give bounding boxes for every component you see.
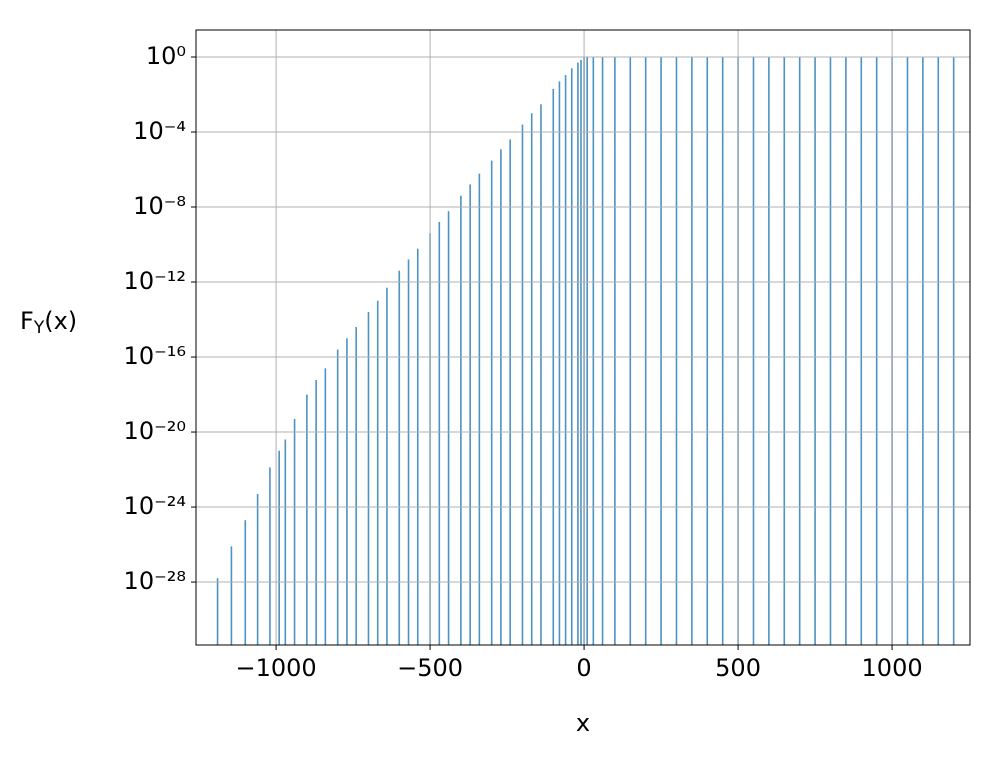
bar [530,113,533,646]
bar [721,56,724,645]
bar [376,300,379,645]
bar [509,139,511,645]
bar [346,338,348,645]
bar [845,56,847,645]
bar [906,56,909,645]
bar [521,124,524,646]
bar [814,56,816,645]
y-tick-label: 10⁻⁸ [133,192,186,220]
y-tick-label: 10⁰ [146,42,186,70]
bar [315,379,317,645]
bar [860,56,863,645]
bar [937,56,940,645]
bar [407,259,410,645]
bar [580,59,582,646]
bar [398,270,401,645]
bar [293,418,296,645]
bar [336,349,339,645]
bar [558,81,561,646]
bar [460,195,462,646]
bar [798,56,801,645]
bar [577,62,579,645]
x-tick-label: −500 [397,654,463,682]
plot-frame [195,29,971,646]
bar [644,56,647,645]
bar [592,56,595,645]
bar [244,520,247,645]
bar [269,467,271,645]
bar [601,56,604,645]
bar [783,56,786,645]
bar [540,104,542,646]
bar [306,394,308,645]
bar [752,56,755,645]
bar [564,74,567,645]
bar [278,450,280,645]
x-tick-label: −1000 [235,654,316,682]
bar [355,326,357,645]
x-tick-label: 500 [715,654,761,682]
bar [478,173,481,645]
bar [416,248,419,645]
bar [629,56,632,645]
bar [552,88,555,645]
bar [438,221,441,646]
bar [675,56,678,645]
bar [500,149,502,645]
bar [829,56,832,645]
y-tick-label: 10⁻¹⁶ [124,342,186,370]
y-tick-label: 10⁻⁴ [133,117,186,145]
y-tick-label: 10⁻²⁰ [124,417,186,445]
bar [367,312,370,645]
bar [586,56,588,645]
bar [691,56,693,645]
bar [614,56,616,645]
y-tick-label: 10⁻²⁴ [124,492,186,520]
bar [768,56,770,645]
y-tick-label: 10⁻¹² [124,267,186,295]
bar [469,184,471,646]
bar [660,56,662,645]
y-tick-label: 10⁻²⁸ [124,567,186,595]
x-tick-label: 0 [576,654,591,682]
bar [386,287,388,645]
bar [256,493,259,645]
bar [230,546,233,645]
y-axis-label: FY(x) [20,307,77,338]
bar [706,56,709,645]
bar [875,56,878,645]
bar [216,578,219,645]
x-tick-label: 1000 [862,654,923,682]
bar [952,56,955,645]
bar [284,439,287,645]
bar [490,160,493,645]
bar [447,211,450,645]
x-axis-label: x [576,709,590,737]
bar [922,56,924,645]
